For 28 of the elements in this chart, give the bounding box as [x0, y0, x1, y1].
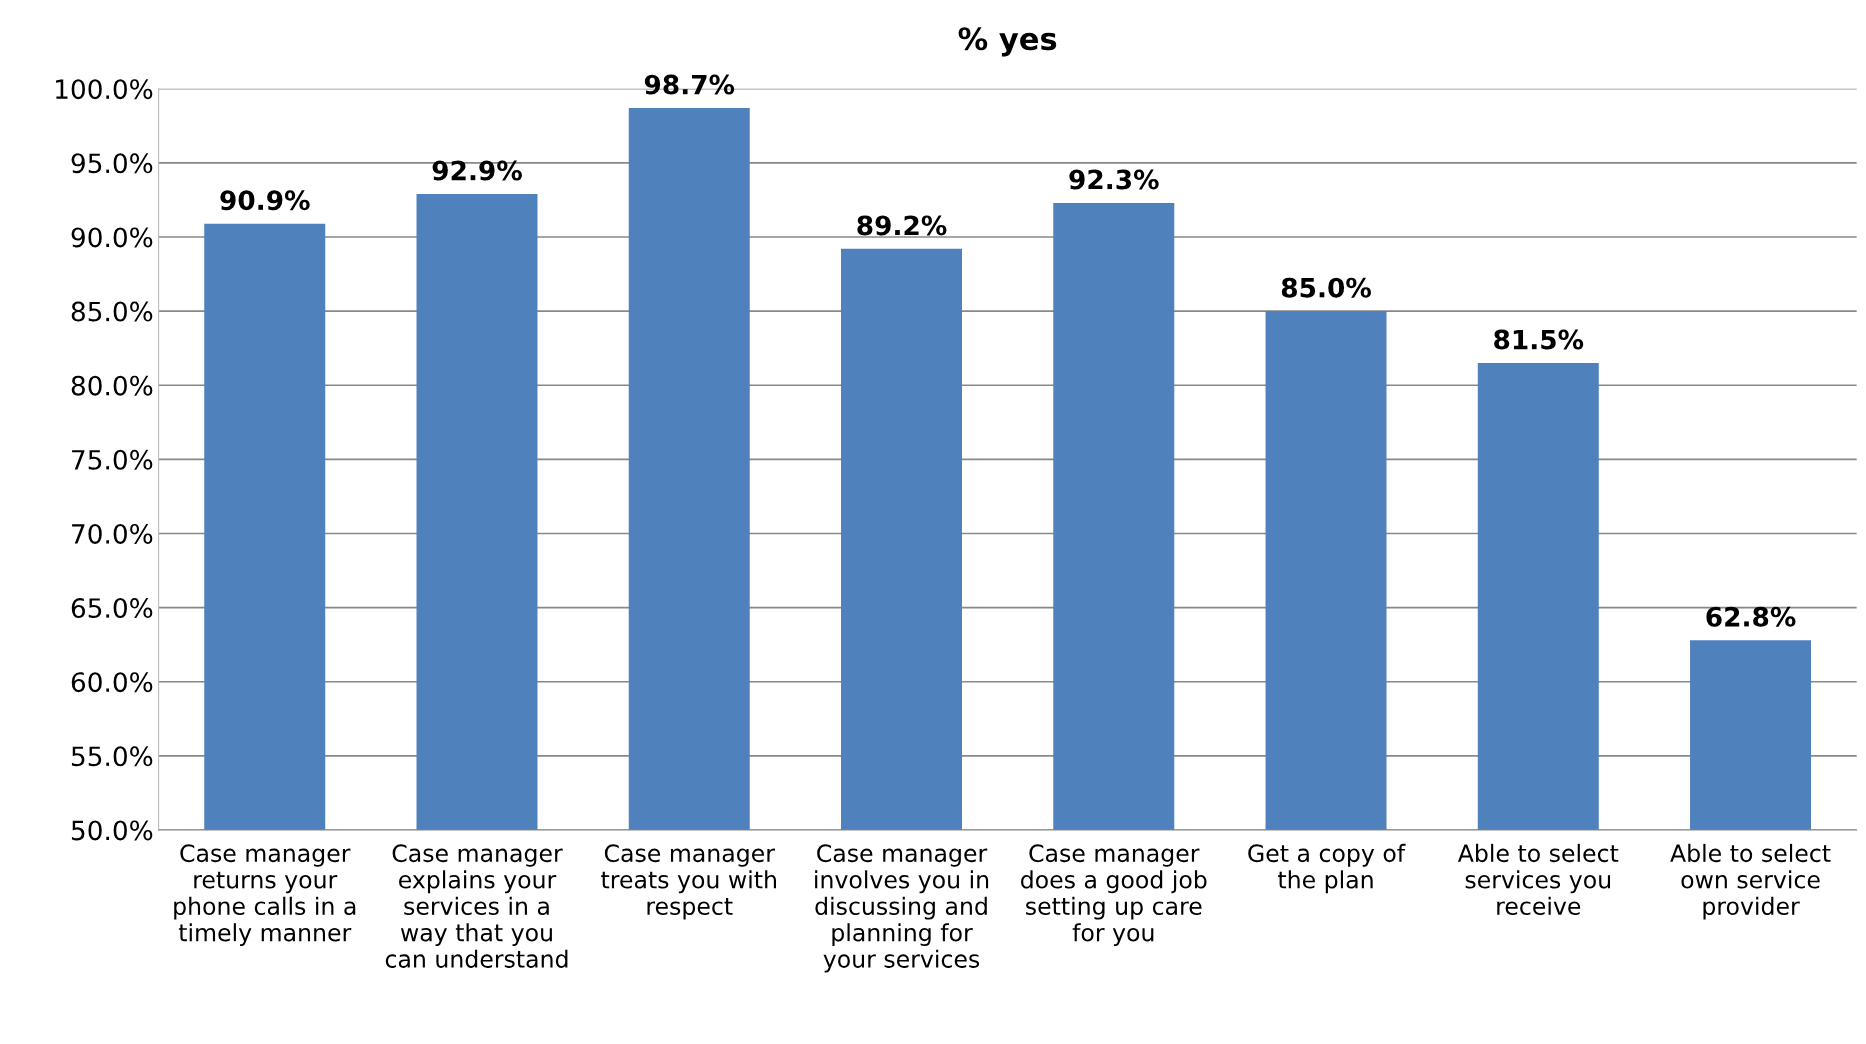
- x-tick-label: Able to select own service provider: [1670, 843, 1831, 920]
- y-tick-label: 75.0%: [72, 449, 153, 470]
- y-tick-label: 55.0%: [71, 746, 153, 767]
- data-label: 85.0%: [1281, 277, 1371, 298]
- x-tick-label: Able to select services you receive: [1457, 843, 1619, 916]
- data-label: 90.9%: [220, 190, 310, 211]
- y-tick-label: 100.0%: [56, 79, 153, 100]
- x-tick-label: Case manager does a good job setting up care for you: [1021, 844, 1207, 947]
- x-tick-label: Case manager explains your services in a way that you can understand: [385, 844, 568, 968]
- x-tick-label: Case manager treats you with respect: [601, 844, 776, 920]
- data-label: 92.9%: [432, 160, 522, 181]
- x-tick-label: Case manager returns your phone calls in a timely manner: [174, 844, 356, 947]
- y-tick-label: 60.0%: [71, 672, 153, 693]
- y-tick-label: 80.0%: [71, 375, 153, 396]
- y-tick-label: 90.0%: [71, 227, 153, 248]
- data-label: 81.5%: [1494, 329, 1584, 350]
- x-tick-label: Get a copy of the plan: [1248, 843, 1406, 894]
- y-tick-label: 85.0%: [71, 301, 153, 322]
- y-tick-label: 70.0%: [72, 523, 153, 544]
- data-label: 62.8%: [1706, 606, 1796, 627]
- x-tick-label: Case manager involves you in discussing and planning for your services: [815, 844, 989, 973]
- y-tick-label: 95.0%: [71, 153, 153, 174]
- data-label: 92.3%: [1069, 169, 1159, 190]
- chart-title: % yes: [958, 27, 1057, 57]
- data-label: 89.2%: [857, 215, 947, 236]
- data-label: 98.7%: [644, 74, 735, 95]
- y-tick-label: 50.0%: [71, 820, 153, 841]
- y-tick-label: 65.0%: [71, 598, 153, 619]
